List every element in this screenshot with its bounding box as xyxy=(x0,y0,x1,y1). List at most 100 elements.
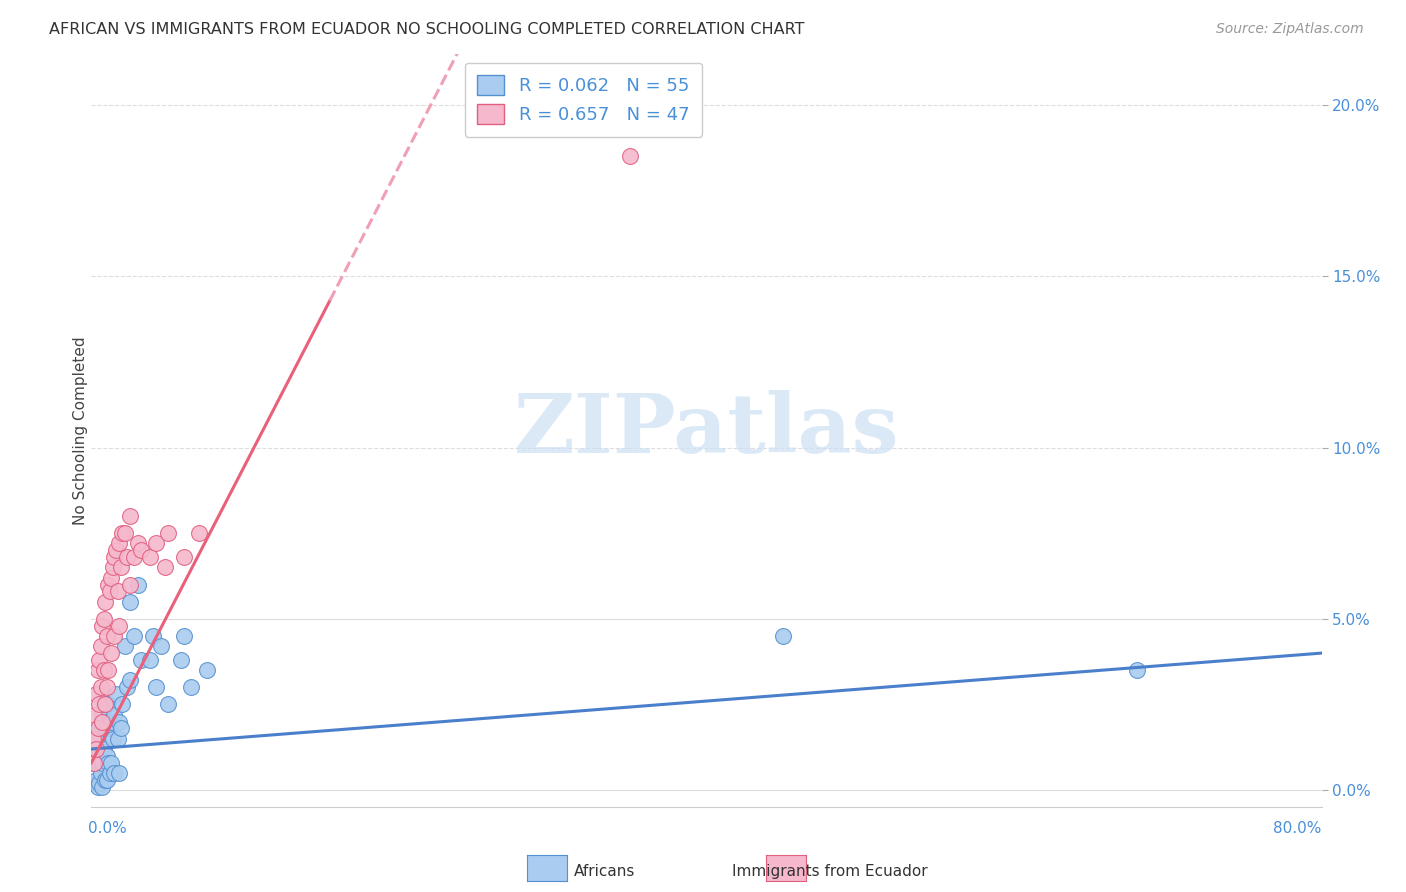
Point xyxy=(94,698,117,712)
Point xyxy=(145,681,167,695)
Point xyxy=(107,584,129,599)
Point xyxy=(103,550,125,565)
Point xyxy=(84,772,107,787)
Point xyxy=(118,673,141,688)
Point xyxy=(94,772,117,787)
Point xyxy=(97,663,120,677)
Legend: R = 0.062   N = 55, R = 0.657   N = 47: R = 0.062 N = 55, R = 0.657 N = 47 xyxy=(465,62,702,136)
Point xyxy=(87,722,110,736)
Point xyxy=(86,742,108,756)
Point xyxy=(108,714,131,729)
Point xyxy=(100,714,122,729)
Point xyxy=(90,766,112,780)
Point xyxy=(129,653,152,667)
Point xyxy=(111,526,134,541)
Point xyxy=(118,595,141,609)
Point xyxy=(114,526,136,541)
Point xyxy=(153,560,177,574)
Text: Source: ZipAtlas.com: Source: ZipAtlas.com xyxy=(1216,22,1364,37)
Point xyxy=(83,707,105,722)
Point xyxy=(98,584,121,599)
Point xyxy=(84,742,107,756)
Point xyxy=(157,526,180,541)
Point xyxy=(129,543,152,558)
Point xyxy=(180,681,202,695)
Point xyxy=(114,639,136,653)
Point xyxy=(139,653,162,667)
Point xyxy=(96,714,118,729)
Point xyxy=(111,698,134,712)
Point xyxy=(108,536,131,550)
Point xyxy=(87,776,110,790)
Y-axis label: No Schooling Completed: No Schooling Completed xyxy=(73,336,87,524)
Point xyxy=(100,571,122,585)
Point xyxy=(96,629,118,643)
Point xyxy=(83,748,105,763)
Point xyxy=(91,618,114,632)
Point xyxy=(145,536,167,550)
Point xyxy=(169,653,191,667)
Point xyxy=(93,612,115,626)
Point xyxy=(1126,663,1149,677)
Point xyxy=(105,543,127,558)
Point xyxy=(142,629,165,643)
Point xyxy=(93,742,115,756)
Point xyxy=(91,714,114,729)
Point xyxy=(103,629,125,643)
Point xyxy=(94,722,117,736)
Point xyxy=(108,766,131,780)
Point xyxy=(83,776,105,790)
Point xyxy=(188,526,211,541)
Point xyxy=(83,756,105,770)
Point xyxy=(96,772,118,787)
Point xyxy=(195,663,218,677)
Point xyxy=(157,698,180,712)
Point xyxy=(97,698,120,712)
Point xyxy=(101,731,124,746)
Text: ZIPatlas: ZIPatlas xyxy=(513,391,900,470)
Point xyxy=(124,629,146,643)
Point xyxy=(90,681,112,695)
Point xyxy=(619,149,641,163)
Point xyxy=(107,731,129,746)
Text: AFRICAN VS IMMIGRANTS FROM ECUADOR NO SCHOOLING COMPLETED CORRELATION CHART: AFRICAN VS IMMIGRANTS FROM ECUADOR NO SC… xyxy=(49,22,804,37)
Point xyxy=(101,560,124,574)
Point xyxy=(173,550,195,565)
Point xyxy=(118,577,141,591)
Point xyxy=(103,766,125,780)
Point xyxy=(91,780,114,794)
Point xyxy=(118,509,141,524)
Point xyxy=(97,756,120,770)
Point xyxy=(115,681,138,695)
Point xyxy=(139,550,162,565)
Point xyxy=(87,756,110,770)
Point xyxy=(84,687,107,701)
Point xyxy=(91,707,114,722)
Point xyxy=(82,756,104,770)
Point xyxy=(93,698,115,712)
Point xyxy=(82,731,104,746)
Point xyxy=(90,714,112,729)
Point xyxy=(84,731,107,746)
Point xyxy=(87,698,110,712)
Point xyxy=(772,629,794,643)
Point xyxy=(100,756,122,770)
Point xyxy=(87,653,110,667)
Point xyxy=(100,646,122,660)
Point xyxy=(98,766,121,780)
Text: Africans: Africans xyxy=(574,863,636,879)
Point xyxy=(97,577,120,591)
Point xyxy=(93,663,115,677)
Point xyxy=(98,722,121,736)
Point xyxy=(124,550,146,565)
Point xyxy=(149,639,172,653)
Point xyxy=(108,618,131,632)
Point xyxy=(86,663,108,677)
Point xyxy=(115,550,138,565)
Point xyxy=(127,536,149,550)
Point xyxy=(110,722,132,736)
Text: Immigrants from Ecuador: Immigrants from Ecuador xyxy=(731,863,928,879)
Text: 80.0%: 80.0% xyxy=(1274,821,1322,836)
Point xyxy=(94,595,117,609)
Point xyxy=(173,629,195,643)
